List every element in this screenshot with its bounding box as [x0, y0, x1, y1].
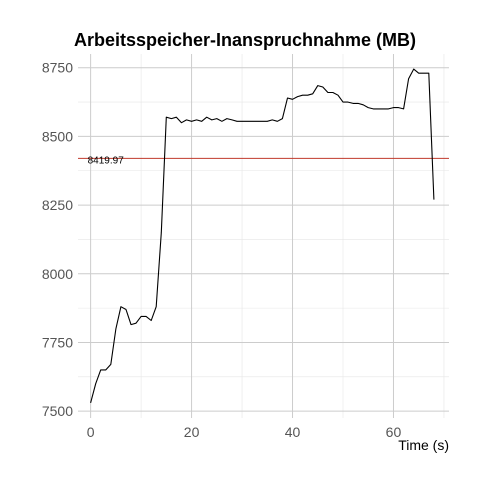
chart-title: Arbeitsspeicher-Inanspruchnahme (MB) [74, 30, 416, 50]
y-tick-label: 8500 [42, 128, 73, 144]
x-tick-label: 0 [87, 424, 95, 440]
series-group [90, 68, 435, 404]
x-tick-label: 40 [285, 424, 301, 440]
x-axis-title: Time (s) [398, 437, 449, 453]
x-tick-label: 20 [184, 424, 200, 440]
y-tick-label: 7750 [42, 334, 73, 350]
axis-labels: 0 20 40 60 7500 7750 8000 8250 8500 8750 [42, 60, 402, 440]
reference-line-group: 8419.97 [78, 155, 449, 166]
y-tick-label: 7500 [42, 403, 73, 419]
grid [78, 54, 449, 418]
y-tick-label: 8750 [42, 60, 73, 76]
reference-line-label: 8419.97 [88, 155, 125, 166]
y-tick-label: 8250 [42, 197, 73, 213]
x-tick-label: 60 [386, 424, 402, 440]
y-tick-label: 8000 [42, 266, 73, 282]
series-line [90, 68, 435, 404]
